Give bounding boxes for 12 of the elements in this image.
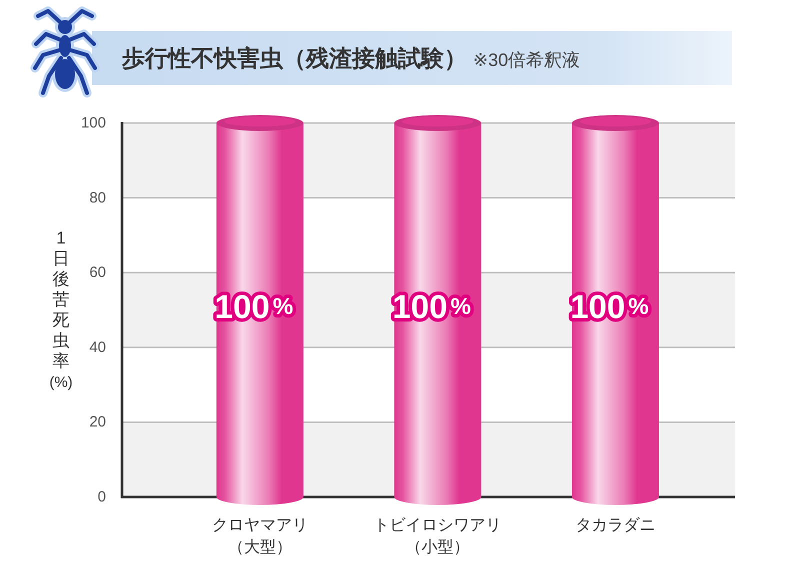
x-tick-label: クロヤマアリ（大型） <box>212 517 308 556</box>
x-tick-label: トビイロシワアリ（小型） <box>374 517 502 556</box>
y-tick-label: 40 <box>89 338 106 356</box>
y-tick-label: 20 <box>89 414 106 431</box>
chart-subtitle: ※30倍希釈液 <box>473 50 580 70</box>
x-tick-label: タカラダニ <box>575 517 656 534</box>
y-tick-label: 60 <box>89 264 106 282</box>
y-axis-title: 1日後苦死虫率(%) <box>49 228 73 391</box>
y-tick-label: 0 <box>98 488 106 506</box>
y-tick-label: 80 <box>89 189 106 206</box>
chart-title: 歩行性不快害虫（残渣接触試験） <box>121 45 467 71</box>
y-tick-label: 100 <box>80 114 106 132</box>
